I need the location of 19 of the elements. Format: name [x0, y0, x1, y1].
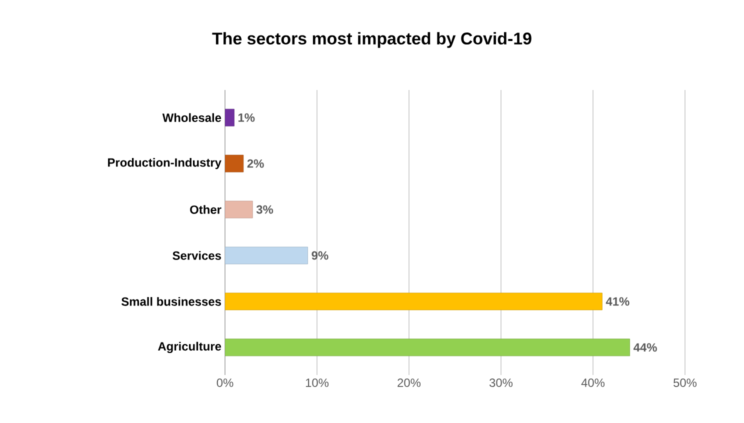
x-tick-label: 20%: [398, 378, 421, 387]
y-tick-label: Wholesale: [162, 113, 222, 122]
data-label: 44%: [634, 343, 657, 352]
y-tick-label: Production-Industry: [108, 158, 222, 170]
data-label: 9%: [312, 251, 328, 260]
x-tick-label: 40%: [581, 378, 605, 387]
data-label: 1%: [238, 113, 255, 122]
data-label: 2%: [247, 159, 264, 168]
x-tick-label: 0%: [216, 378, 234, 387]
x-tick-label: 10%: [306, 378, 329, 387]
x-tick-label: 30%: [489, 378, 513, 387]
data-label: 3%: [256, 205, 274, 214]
x-tick-label: 50%: [674, 378, 697, 387]
chart-title: The sectors most impacted by Covid-19: [212, 32, 532, 48]
y-tick-label: Other: [190, 205, 222, 214]
y-tick-label: Agriculture: [158, 342, 222, 354]
y-tick-label: Small businesses: [121, 297, 221, 306]
y-tick-label: Services: [172, 251, 221, 260]
data-label: 41%: [606, 297, 630, 306]
